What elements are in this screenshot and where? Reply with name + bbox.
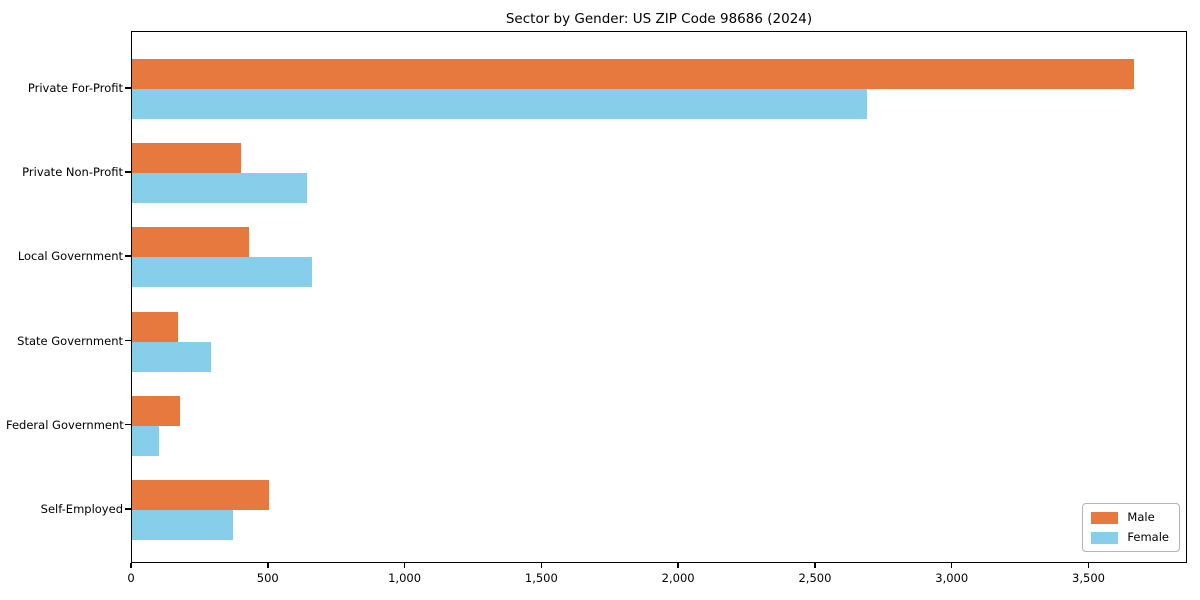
x-tick-mark xyxy=(950,563,953,568)
bar-female-4 xyxy=(132,425,160,456)
y-tick-mark xyxy=(125,171,131,173)
female-swatch xyxy=(1091,531,1119,544)
bar-male-5 xyxy=(132,480,269,510)
y-tick-label: State Government xyxy=(17,333,123,348)
y-tick-mark xyxy=(125,508,131,510)
bar-female-5 xyxy=(132,510,234,540)
legend-label-male: Male xyxy=(1127,510,1155,524)
legend-item-female: Female xyxy=(1091,531,1169,544)
x-tick-label: 1,000 xyxy=(388,571,422,585)
y-tick-mark xyxy=(125,87,131,89)
bar-female-0 xyxy=(132,89,867,119)
bar-male-2 xyxy=(132,227,250,258)
x-tick-mark xyxy=(677,563,679,568)
legend-label-female: Female xyxy=(1127,530,1169,544)
y-tick-label: Self-Employed xyxy=(40,502,123,516)
x-tick-label: 3,500 xyxy=(1072,571,1105,585)
male-swatch xyxy=(1091,511,1119,524)
x-tick-label: 500 xyxy=(256,571,279,585)
x-tick-mark xyxy=(1087,563,1090,568)
bar-female-3 xyxy=(132,341,212,372)
y-tick-label: Local Government xyxy=(17,249,123,264)
y-tick-label: Private Non-Profit xyxy=(22,165,123,180)
legend: Male Female xyxy=(1082,503,1180,552)
legend-item-male: Male xyxy=(1091,511,1169,524)
bars-layer xyxy=(132,32,1186,562)
x-tick-label: 2,000 xyxy=(661,571,695,585)
bar-male-3 xyxy=(132,311,179,342)
chart-title: Sector by Gender: US ZIP Code 98686 (202… xyxy=(505,11,813,27)
y-tick-mark xyxy=(125,339,131,342)
x-tick-label: 2,500 xyxy=(798,571,832,585)
x-tick-mark xyxy=(403,563,406,568)
bar-male-1 xyxy=(132,143,242,174)
x-tick-label: 1,500 xyxy=(524,571,558,585)
y-tick-label: Federal Government xyxy=(6,417,124,432)
x-tick-label: 3,000 xyxy=(935,571,969,585)
x-tick-mark xyxy=(540,563,543,568)
x-tick-mark xyxy=(814,563,816,568)
x-tick-mark xyxy=(130,563,132,568)
bar-male-0 xyxy=(132,59,1135,89)
x-tick-mark xyxy=(267,563,269,568)
bar-female-2 xyxy=(132,257,313,288)
plot-area: Male Female xyxy=(131,31,1187,563)
y-tick-label: Private For-Profit xyxy=(27,81,123,95)
x-tick-label: 0 xyxy=(127,571,135,585)
bar-female-1 xyxy=(132,173,307,204)
y-tick-mark xyxy=(125,255,131,257)
y-tick-mark xyxy=(125,423,131,426)
bar-male-4 xyxy=(132,395,180,426)
